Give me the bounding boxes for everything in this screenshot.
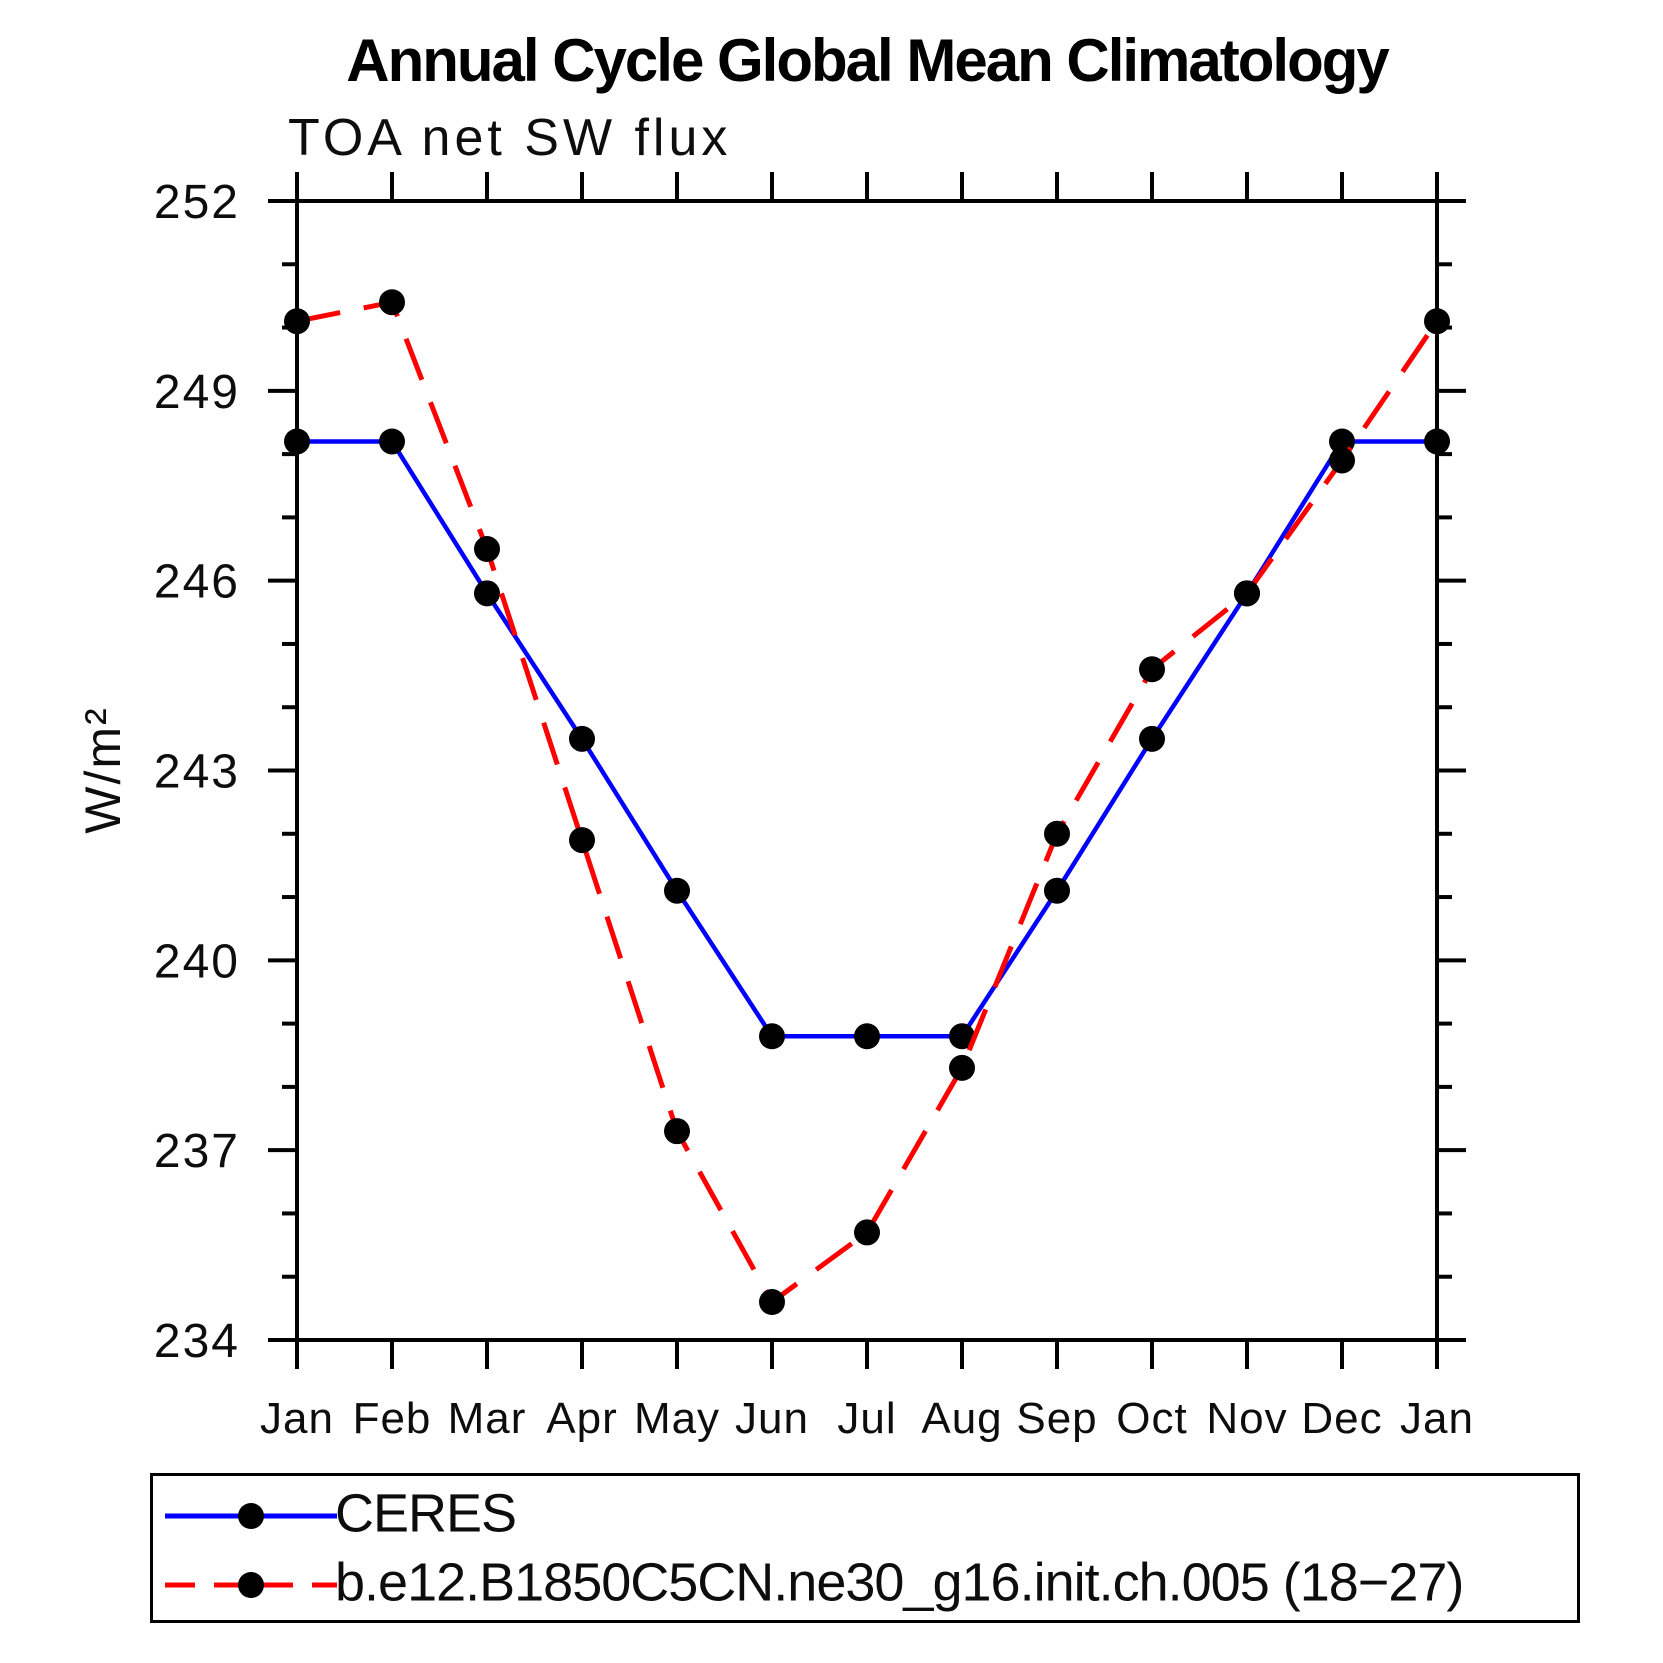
- data-point: [569, 827, 595, 854]
- legend-swatch-ceres-line-icon: [165, 1503, 337, 1529]
- data-point: [854, 1023, 880, 1050]
- x-tick-label: May: [634, 1394, 720, 1443]
- data-point: [949, 1054, 975, 1081]
- legend-box: CERES b.e12.B1850C5CN.ne30_g16.init.ch.0…: [150, 1473, 1580, 1623]
- chart-title: Annual Cycle Global Mean Climatology: [346, 27, 1390, 94]
- data-point: [474, 536, 500, 563]
- legend-entry-model: b.e12.B1850C5CN.ne30_g16.init.ch.005 (18…: [153, 1553, 1577, 1613]
- y-tick-label: 237: [154, 1125, 240, 1178]
- data-point: [664, 877, 690, 904]
- data-point: [1424, 428, 1450, 455]
- y-axis-ticks: [268, 199, 1466, 1342]
- data-point: [664, 1118, 690, 1145]
- series-ceres: [284, 428, 1450, 1050]
- y-tick-label: 252: [154, 176, 240, 229]
- x-tick-label: Feb: [353, 1394, 432, 1443]
- data-point: [284, 308, 310, 335]
- series-model: [284, 289, 1450, 1316]
- data-point: [1139, 656, 1165, 683]
- y-tick-label: 246: [154, 556, 240, 609]
- legend-label-ceres: CERES: [335, 1483, 517, 1544]
- data-point: [1329, 447, 1355, 474]
- x-tick-label: Jan: [260, 1394, 334, 1443]
- x-tick-label: Aug: [921, 1394, 1002, 1443]
- legend-entry-ceres: CERES: [153, 1484, 1577, 1544]
- y-tick-label: 249: [154, 366, 240, 419]
- y-tick-labels: 234 237 240 243 246 249 252: [154, 176, 240, 1368]
- chart-subtitle: TOA net SW flux: [288, 109, 732, 167]
- y-tick-label: 234: [154, 1315, 240, 1368]
- data-point: [474, 580, 500, 607]
- data-point: [759, 1023, 785, 1050]
- x-tick-label: Oct: [1116, 1394, 1187, 1443]
- axis-frame: [268, 199, 1466, 1342]
- x-tick-label: Sep: [1016, 1394, 1097, 1443]
- x-tick-label: Mar: [448, 1394, 527, 1443]
- legend-swatch-model-dashed-line-icon: [165, 1572, 337, 1598]
- x-tick-label: Dec: [1301, 1394, 1382, 1443]
- y-tick-label: 240: [154, 935, 240, 988]
- data-point: [1044, 820, 1070, 847]
- x-tick-label: Apr: [546, 1394, 617, 1443]
- x-axis-ticks: [295, 172, 1439, 1369]
- data-point: [1424, 308, 1450, 335]
- data-point: [1139, 725, 1165, 752]
- data-point: [379, 428, 405, 455]
- data-point: [759, 1289, 785, 1316]
- data-point: [1234, 580, 1260, 607]
- data-point: [854, 1219, 880, 1246]
- data-point: [1044, 877, 1070, 904]
- x-tick-label: Jul: [837, 1394, 896, 1443]
- y-tick-label: 243: [154, 746, 240, 799]
- x-tick-label: Nov: [1206, 1394, 1287, 1443]
- data-point: [284, 428, 310, 455]
- x-tick-labels: Jan Feb Mar Apr May Jun Jul Aug Sep Oct Nov Dec Jan: [260, 1394, 1474, 1443]
- legend-label-model: b.e12.B1850C5CN.ne30_g16.init.ch.005 (18…: [335, 1552, 1464, 1613]
- x-tick-label: Jun: [735, 1394, 809, 1443]
- data-point: [569, 725, 595, 752]
- data-point: [949, 1023, 975, 1050]
- data-point: [379, 289, 405, 316]
- x-tick-label: Jan: [1400, 1394, 1474, 1443]
